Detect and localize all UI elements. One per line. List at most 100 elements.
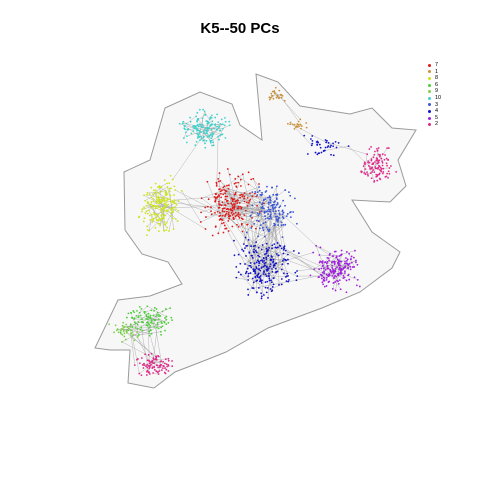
graph-node [177, 209, 180, 212]
graph-node [284, 223, 287, 226]
graph-node [318, 152, 321, 154]
graph-node [323, 277, 326, 279]
graph-node [167, 364, 170, 366]
graph-node [281, 213, 284, 216]
graph-node [327, 281, 330, 284]
graph-node [165, 323, 168, 326]
graph-node [284, 189, 287, 191]
graph-node [155, 207, 158, 210]
graph-node [189, 116, 191, 119]
graph-node [160, 190, 163, 193]
graph-node [162, 360, 165, 363]
graph-node [332, 269, 335, 272]
graph-node [209, 133, 212, 136]
graph-node [152, 197, 155, 200]
graph-node [310, 138, 312, 140]
graph-node [138, 372, 141, 375]
graph-node [221, 219, 224, 222]
graph-node [239, 185, 242, 187]
graph-node [160, 369, 163, 372]
graph-node [146, 225, 149, 228]
graph-node [181, 122, 184, 125]
graph-edge [250, 216, 272, 247]
graph-node [319, 146, 322, 149]
graph-node [281, 236, 284, 239]
graph-node [211, 144, 213, 147]
graph-node [166, 365, 169, 368]
graph-node [211, 234, 214, 237]
graph-node [263, 271, 265, 273]
graph-node [381, 153, 384, 156]
graph-node [116, 328, 119, 330]
graph-node [231, 207, 234, 210]
graph-edge [253, 178, 260, 188]
graph-node [255, 195, 258, 198]
graph-node [254, 270, 257, 273]
graph-node [305, 126, 308, 129]
graph-node [239, 194, 241, 197]
graph-node [165, 199, 168, 202]
graph-node [149, 361, 152, 364]
graph-node [300, 127, 302, 130]
graph-node [258, 220, 260, 222]
graph-node [133, 339, 136, 342]
graph-node [196, 132, 199, 135]
graph-node [160, 320, 163, 323]
graph-node [211, 123, 213, 126]
graph-node [318, 143, 321, 146]
graph-node [269, 216, 272, 218]
graph-node [345, 279, 348, 282]
graph-node [334, 274, 336, 277]
graph-node [169, 198, 171, 201]
graph-node [157, 222, 160, 225]
graph-node [285, 259, 288, 262]
graph-node [248, 199, 251, 202]
graph-edge [255, 245, 285, 249]
graph-node [379, 166, 382, 169]
graph-node [136, 331, 138, 334]
graph-node [275, 198, 278, 201]
graph-node [368, 148, 371, 150]
graph-node [258, 183, 260, 185]
graph-node [300, 125, 303, 128]
graph-node [340, 249, 343, 252]
graph-edge [290, 122, 312, 146]
graph-node [263, 202, 265, 205]
graph-node [277, 254, 280, 257]
graph-node [144, 212, 147, 214]
graph-node [337, 142, 340, 144]
graph-node [254, 192, 256, 195]
graph-node [287, 280, 290, 283]
graph-node [145, 210, 148, 213]
graph-node [279, 245, 282, 247]
graph-node [121, 340, 123, 343]
graph-node [224, 192, 226, 195]
graph-node [160, 217, 163, 220]
graph-node [330, 144, 332, 147]
graph-node [253, 248, 256, 251]
graph-node [378, 172, 381, 175]
graph-edge [236, 277, 249, 281]
graph-node [146, 366, 149, 369]
graph-node [268, 277, 271, 280]
graph-edge [159, 183, 168, 188]
graph-node [218, 172, 221, 174]
graph-node [219, 190, 222, 193]
graph-node [165, 229, 168, 232]
graph-node [348, 278, 351, 281]
legend-swatch-icon [428, 103, 431, 107]
graph-node [326, 256, 329, 259]
graph-node [258, 227, 261, 230]
graph-node [194, 144, 197, 146]
graph-node [276, 218, 279, 221]
graph-node [266, 217, 269, 219]
graph-node [271, 186, 273, 189]
graph-node [233, 193, 236, 196]
graph-node [217, 232, 220, 235]
graph-node [334, 281, 337, 283]
graph-node [229, 208, 232, 211]
graph-node [152, 357, 155, 360]
graph-node [161, 367, 164, 370]
graph-node [150, 329, 152, 332]
graph-node [305, 122, 308, 124]
